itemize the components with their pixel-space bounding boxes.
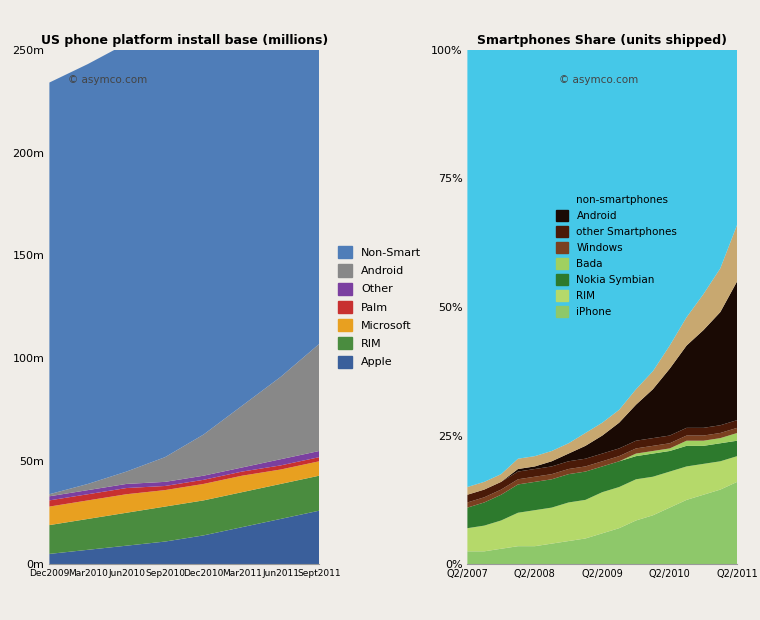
Text: © asymco.com: © asymco.com [68,76,147,86]
Legend: Non-Smart, Android, Other, Palm, Microsoft, RIM, Apple: Non-Smart, Android, Other, Palm, Microso… [336,244,423,370]
Text: © asymco.com: © asymco.com [559,76,638,86]
Title: Smartphones Share (units shipped): Smartphones Share (units shipped) [477,34,727,47]
Legend: non-smartphones, Android, other Smartphones, Windows, Bada, Nokia Symbian, RIM, : non-smartphones, Android, other Smartpho… [553,192,679,319]
Title: US phone platform install base (millions): US phone platform install base (millions… [41,34,328,47]
